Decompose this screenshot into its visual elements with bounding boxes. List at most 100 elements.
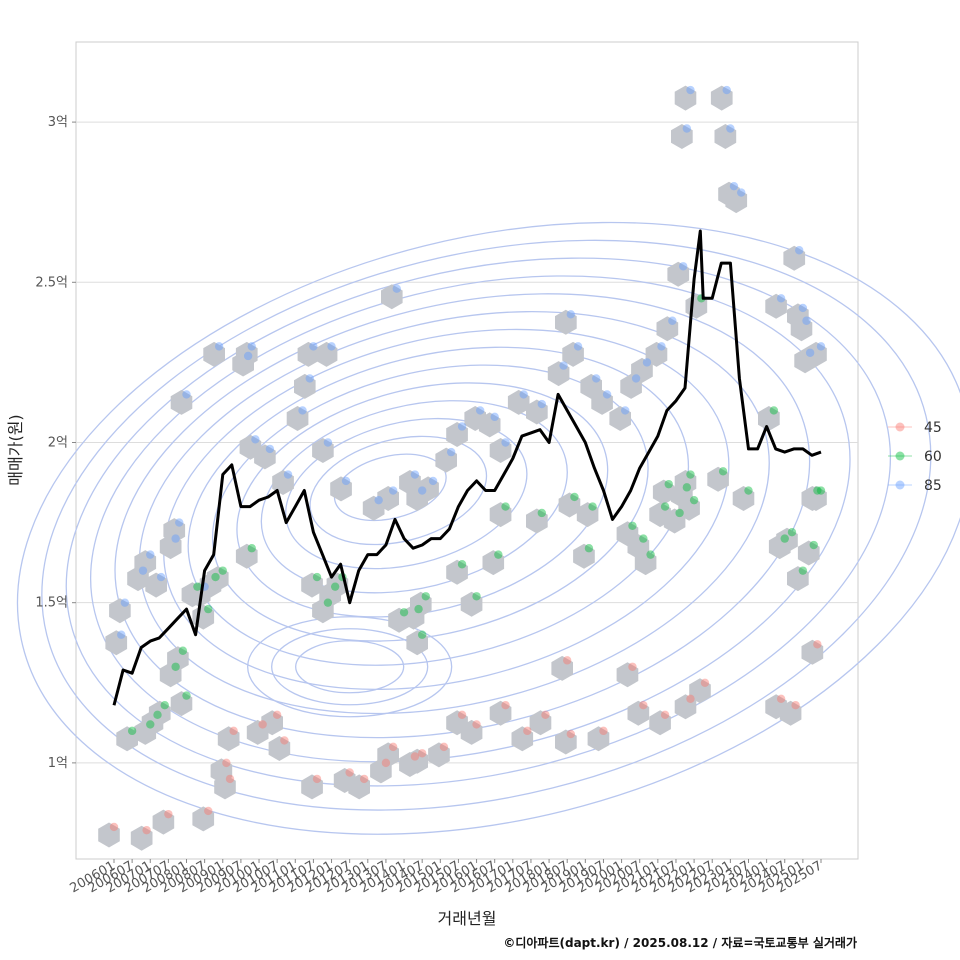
hexbin-cell <box>163 518 186 544</box>
hexbin-cell <box>790 316 813 342</box>
scatter-point-45 <box>791 701 800 710</box>
hexbin-cell <box>573 543 595 569</box>
scatter-point-45 <box>381 758 391 768</box>
scatter-point-60 <box>787 528 797 537</box>
hexbin-cell <box>261 710 283 736</box>
scatter-point-85 <box>722 85 731 95</box>
hexbin-cell <box>710 85 733 111</box>
hexbin-cell <box>109 598 131 624</box>
hexbin-cell <box>381 284 403 310</box>
scatter-point-60 <box>457 560 467 569</box>
scatter-point-60 <box>588 502 597 511</box>
hexbin-cell <box>645 341 668 367</box>
hexbin-cell <box>170 389 193 415</box>
hexbin-cell <box>145 572 167 598</box>
scatter-point-60 <box>570 492 579 502</box>
scatter-point-85 <box>559 361 568 370</box>
scatter-point-60 <box>689 495 699 505</box>
scatter-point-60 <box>584 544 594 553</box>
y-tick-label: 2억 <box>48 435 68 450</box>
hexbin-cell <box>478 412 501 438</box>
scatter-point-85 <box>816 342 826 351</box>
scatter-point-45 <box>229 726 238 736</box>
hexbin-cell <box>446 422 468 447</box>
scatter-point-85 <box>602 390 612 399</box>
scatter-point-60 <box>675 508 684 518</box>
scatter-point-60 <box>160 701 169 710</box>
hexbin-cell <box>235 341 258 367</box>
scatter-point-45 <box>359 774 369 784</box>
scatter-point-60 <box>399 608 409 617</box>
hexbin-cell <box>620 373 642 399</box>
hexbin-cell <box>587 726 610 752</box>
scatter-point-60 <box>494 550 503 559</box>
scatter-point-85 <box>726 124 735 133</box>
hexbin-cell <box>217 726 240 752</box>
scatter-point-85 <box>392 284 401 293</box>
hexbin-cell <box>294 373 316 399</box>
scatter-point-45 <box>501 701 510 710</box>
scatter-point-85 <box>795 246 804 255</box>
scatter-point-85 <box>428 476 438 486</box>
scatter-point-85 <box>171 534 180 543</box>
scatter-point-45 <box>417 749 427 758</box>
hexbin-cell <box>758 406 780 431</box>
hexbin-cell <box>555 729 577 755</box>
hexbin-cell <box>631 357 653 383</box>
scatter-point-60 <box>809 540 818 550</box>
hexbin-cell <box>526 399 548 425</box>
scatter-point-60 <box>218 566 227 575</box>
scatter-point-45 <box>639 701 648 710</box>
scatter-point-45 <box>204 806 213 816</box>
scatter-point-85 <box>341 476 351 486</box>
scatter-point-45 <box>660 710 670 720</box>
scatter-point-45 <box>523 726 532 736</box>
hexbin-cell <box>678 495 700 521</box>
hexbin-cell <box>105 630 128 656</box>
scatter-point-45 <box>686 694 695 704</box>
hexbin-cell <box>235 543 258 569</box>
hexbin-cell <box>801 639 824 665</box>
scatter-point-85 <box>501 438 510 447</box>
density-contour <box>295 640 405 694</box>
hexbin-cell <box>547 361 570 387</box>
scatter-point-85 <box>243 351 253 361</box>
hexbin-cell <box>489 700 512 726</box>
scatter-point-45 <box>222 758 231 768</box>
scatter-point-45 <box>272 710 282 720</box>
hexbin-cell <box>406 630 428 656</box>
hexbin-cell <box>98 822 120 848</box>
hexbin-cell <box>551 655 573 681</box>
legend-label: 45 <box>924 420 942 436</box>
scatter-point-85 <box>175 518 184 527</box>
scatter-point-45 <box>457 710 467 720</box>
hexbin-cell <box>634 550 657 576</box>
scatter-point-60 <box>813 486 822 495</box>
hexbin-cell <box>489 502 512 528</box>
hexbin-cell <box>203 341 225 367</box>
scatter-point-85 <box>138 566 148 575</box>
scatter-point-45 <box>776 694 786 704</box>
scatter-point-85 <box>475 406 485 415</box>
scatter-layer <box>109 85 826 835</box>
hexbin-layer <box>98 85 827 851</box>
hexbin-cell <box>674 470 697 495</box>
scatter-point-85 <box>283 470 293 479</box>
scatter-point-85 <box>327 342 336 351</box>
hexbin-cell <box>616 662 639 688</box>
hexbin-cell <box>511 726 534 752</box>
hexbin-cell <box>254 444 276 470</box>
scatter-point-45 <box>345 768 354 777</box>
hexbin-cell <box>130 825 153 851</box>
hexbin-cell <box>652 479 675 505</box>
scatter-point-60 <box>718 467 728 476</box>
y-axis-title: 매매가(원) <box>6 414 25 485</box>
scatter-point-45 <box>388 742 398 752</box>
scatter-point-60 <box>686 470 695 479</box>
scatter-point-85 <box>374 495 383 505</box>
scatter-point-60 <box>639 534 648 543</box>
scatter-point-85 <box>642 358 652 367</box>
y-tick-label: 1억 <box>48 756 68 771</box>
hexbin-cell <box>591 389 613 415</box>
scatter-point-85 <box>631 374 641 383</box>
